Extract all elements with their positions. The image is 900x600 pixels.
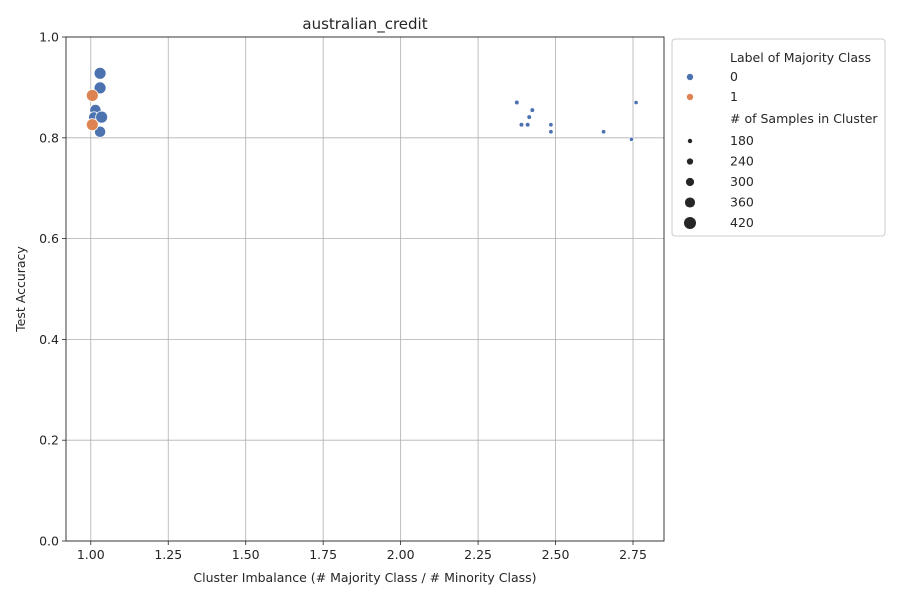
x-tick-label: 1.25 [154, 547, 182, 562]
x-tick-label: 1.00 [77, 547, 105, 562]
y-axis-ticks: 0.0 0.2 0.4 0.6 0.8 1.0 [39, 30, 66, 549]
legend-size-label: 360 [730, 195, 754, 210]
x-tick-label: 1.75 [309, 547, 337, 562]
x-tick-label: 2.75 [619, 547, 647, 562]
legend-size-marker [685, 177, 695, 187]
legend-size-title: # of Samples in Cluster [730, 111, 878, 126]
y-tick-label: 0.8 [39, 130, 59, 145]
y-tick-label: 0.4 [39, 332, 59, 347]
legend-hue-title: Label of Majority Class [730, 50, 871, 65]
data-points [85, 66, 639, 142]
data-point-class-0 [93, 125, 107, 138]
legend-size-marker [687, 138, 693, 144]
y-tick-label: 0.0 [39, 534, 59, 549]
x-tick-label: 1.50 [232, 547, 260, 562]
legend-size-label: 420 [730, 215, 754, 230]
data-point-class-0 [628, 136, 635, 142]
data-point-class-0 [548, 122, 554, 128]
y-tick-label: 1.0 [39, 30, 59, 45]
legend-hue-label: 0 [730, 69, 738, 84]
data-point-class-0 [514, 99, 520, 106]
data-point-class-0 [518, 121, 525, 128]
x-tick-label: 2.50 [542, 547, 570, 562]
y-axis-label: Test Accuracy [13, 246, 28, 333]
legend-hue-entries: 01 [686, 69, 738, 104]
y-tick-label: 0.2 [39, 433, 59, 448]
data-point-class-0 [529, 107, 536, 113]
legend-hue-marker [686, 73, 694, 81]
data-point-class-1 [85, 118, 99, 132]
legend-box [671, 38, 886, 237]
legend-size-entries: 180 240 300 360 420 [684, 133, 754, 230]
data-point-class-0 [600, 129, 607, 135]
x-axis-label: Cluster Imbalance (# Majority Class / # … [193, 570, 536, 585]
chart-title: australian_credit [302, 15, 427, 34]
data-point-class-0 [524, 121, 531, 128]
data-point-class-0 [93, 81, 107, 95]
data-point-class-0 [526, 114, 532, 120]
legend-size-label: 240 [730, 154, 754, 169]
legend-size-marker [684, 197, 696, 208]
y-tick-label: 0.6 [39, 231, 59, 246]
x-tick-label: 2.25 [464, 547, 492, 562]
data-point-class-1 [85, 89, 99, 102]
data-point-class-0 [633, 99, 639, 106]
legend-size-marker [684, 217, 696, 229]
legend-size-label: 180 [730, 133, 754, 148]
x-axis-ticks: 1.00 1.25 1.50 1.75 2.00 2.25 2.50 2.75 [77, 541, 647, 562]
legend-hue-label: 1 [730, 89, 738, 104]
x-tick-label: 2.00 [387, 547, 415, 562]
data-point-class-0 [95, 110, 109, 124]
legend-hue-marker [686, 93, 694, 101]
data-point-class-0 [548, 129, 554, 135]
legend: Label of Majority Class 01 # of Samples … [671, 38, 886, 237]
data-point-class-0 [93, 66, 107, 80]
plot-frame [65, 36, 665, 542]
legend-size-marker [686, 158, 694, 165]
legend-size-label: 300 [730, 174, 754, 189]
